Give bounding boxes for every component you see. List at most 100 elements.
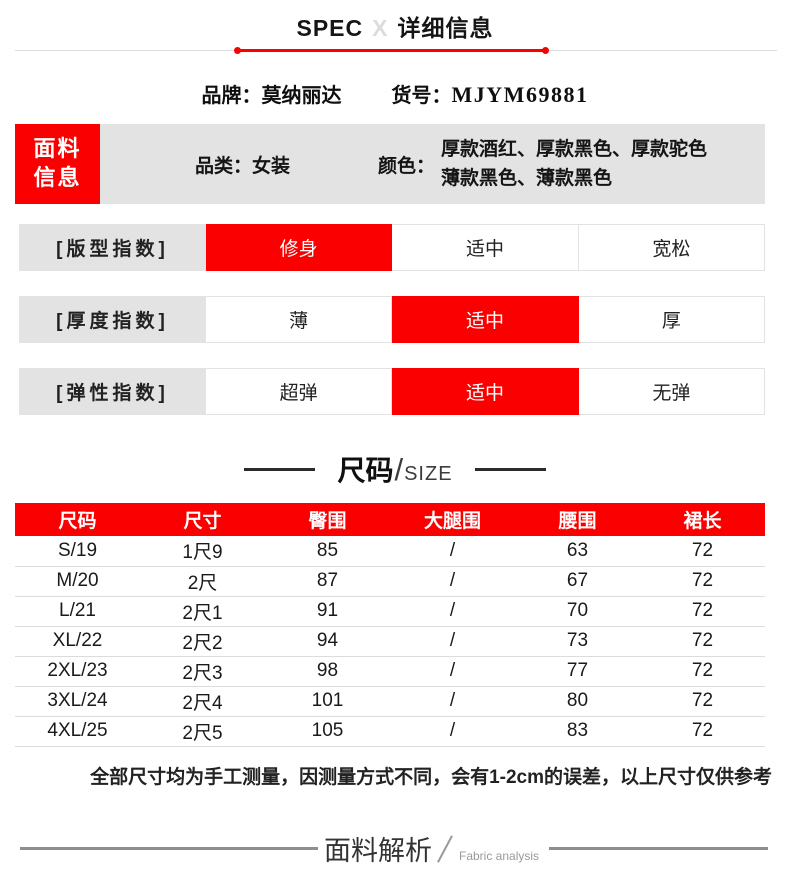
size-cell: 2XL/23 [15, 656, 140, 687]
title-x-divider: X [372, 15, 389, 41]
size-cell: / [390, 536, 515, 567]
index-option: 宽松 [578, 224, 765, 271]
color-line-2: 薄款黑色、薄款黑色 [441, 168, 613, 189]
heading-rule-left [244, 467, 316, 471]
size-cell: M/20 [15, 566, 140, 597]
index-option: 适中 [392, 224, 579, 271]
color-label: 颜色： [378, 155, 436, 177]
slash-divider [437, 834, 453, 863]
size-cell: 87 [265, 566, 390, 597]
index-option: 厚 [578, 296, 765, 343]
index-option: 超弹 [206, 368, 393, 415]
category-label: 品类： [195, 155, 253, 177]
size-cell: 72 [640, 656, 765, 687]
size-title-en: SIZE [404, 463, 453, 485]
size-cell: 2尺2 [140, 626, 265, 657]
index-option-selected: 适中 [392, 296, 579, 343]
size-cell: 72 [640, 716, 765, 747]
index-label-elasticity: [弹性指数] [19, 368, 206, 415]
size-cell: 73 [515, 626, 640, 657]
size-row: S/19 1尺9 85 / 63 72 [15, 536, 765, 567]
col-header-thigh: 大腿围 [390, 503, 515, 536]
size-table: 尺码 尺寸 臀围 大腿围 腰围 裙长 S/19 1尺9 85 / 63 72 M… [15, 503, 765, 747]
index-label-fit: [版型指数] [19, 224, 206, 271]
size-title-slash: / [394, 452, 404, 487]
fabric-tag-line2: 信息 [33, 165, 82, 190]
fabric-analysis-heading: 面料解析 Fabric analysis [0, 831, 790, 867]
index-row-thickness: [厚度指数] 薄 适中 厚 [19, 296, 765, 343]
size-title-cn: 尺码 [337, 455, 394, 486]
size-cell: 2尺 [140, 566, 265, 597]
color-line-1: 厚款酒红、厚款黑色、厚款驼色 [441, 138, 708, 160]
size-cell: 98 [265, 656, 390, 687]
fabric-info-section: 面料 信息 品类：女装 颜色： 厚款酒红、厚款黑色、厚款驼色 薄款黑色、薄款黑色 [15, 124, 765, 204]
index-section: [版型指数] 修身 适中 宽松 [厚度指数] 薄 适中 厚 [弹性指数] 超弹 … [0, 224, 790, 415]
title-underline [0, 47, 790, 54]
size-cell: / [390, 716, 515, 747]
col-header-waist: 腰围 [515, 503, 640, 536]
size-cell: / [390, 656, 515, 687]
size-cell: / [390, 626, 515, 657]
size-cell: 101 [265, 686, 390, 717]
size-cell: 63 [515, 536, 640, 567]
fabric-analysis-title-en: Fabric analysis [459, 848, 540, 863]
col-header-size: 尺码 [15, 503, 140, 536]
size-cell: 4XL/25 [15, 716, 140, 747]
color-values: 厚款酒红、厚款黑色、厚款驼色 薄款黑色、薄款黑色 [441, 135, 707, 194]
col-header-hip: 臀围 [265, 503, 390, 536]
brand-value: 莫纳丽达 [261, 85, 342, 107]
size-cell: XL/22 [15, 626, 140, 657]
size-cell: / [390, 686, 515, 717]
size-heading-text: 尺码 / SIZE [337, 449, 452, 489]
sku-field: 货号：MJYM69881 [392, 79, 589, 108]
size-cell: 2尺1 [140, 596, 265, 627]
fabric-info-bar: 品类：女装 颜色： 厚款酒红、厚款黑色、厚款驼色 薄款黑色、薄款黑色 [100, 124, 765, 204]
size-row: 4XL/25 2尺5 105 / 83 72 [15, 716, 765, 747]
index-option: 薄 [206, 296, 393, 343]
category-value: 女装 [252, 155, 291, 177]
size-table-header: 尺码 尺寸 臀围 大腿围 腰围 裙长 [15, 503, 765, 536]
size-row: M/20 2尺 87 / 67 72 [15, 566, 765, 597]
sku-label: 货号： [391, 85, 452, 107]
size-row: 3XL/24 2尺4 101 / 80 72 [15, 686, 765, 717]
size-row: XL/22 2尺2 94 / 73 72 [15, 626, 765, 657]
fabric-tag-line1: 面料 [33, 136, 82, 162]
page-title: SPEC X 详细信息 [0, 0, 790, 43]
size-cell: 85 [265, 536, 390, 567]
size-cell: L/21 [15, 596, 140, 627]
col-header-length: 裙长 [640, 503, 765, 536]
brand-row: 品牌：莫纳丽达 货号：MJYM69881 [0, 79, 790, 108]
size-table-body: S/19 1尺9 85 / 63 72 M/20 2尺 87 / 67 72 L… [15, 536, 765, 747]
size-cell: 77 [515, 656, 640, 687]
brand-label: 品牌： [201, 85, 262, 107]
category-field: 品类：女装 [195, 151, 290, 178]
size-cell: / [390, 596, 515, 627]
size-cell: 70 [515, 596, 640, 627]
size-cell: 2尺4 [140, 686, 265, 717]
measurement-note: 全部尺寸均为手工测量，因测量方式不同，会有1-2cm的误差，以上尺寸仅供参考 [90, 766, 772, 788]
index-option-selected: 适中 [392, 368, 579, 415]
index-label-thickness: [厚度指数] [19, 296, 206, 343]
size-cell: 2尺5 [140, 716, 265, 747]
title-spec-en: SPEC [296, 15, 364, 41]
sku-value: MJYM69881 [451, 82, 589, 107]
heading-rule-right [474, 467, 546, 471]
size-cell: 94 [265, 626, 390, 657]
footer-rule-left [20, 847, 318, 850]
size-cell: 72 [640, 596, 765, 627]
size-cell: 72 [640, 686, 765, 717]
size-cell: 91 [265, 596, 390, 627]
index-option: 无弹 [578, 368, 765, 415]
color-field: 颜色： 厚款酒红、厚款黑色、厚款驼色 薄款黑色、薄款黑色 [378, 135, 707, 194]
size-table-header-row: 尺码 尺寸 臀围 大腿围 腰围 裙长 [15, 503, 765, 536]
size-cell: 105 [265, 716, 390, 747]
size-cell: 72 [640, 566, 765, 597]
size-cell: S/19 [15, 536, 140, 567]
size-cell: 67 [515, 566, 640, 597]
size-cell: 3XL/24 [15, 686, 140, 717]
footer-rule-right [549, 847, 768, 850]
size-row: L/21 2尺1 91 / 70 72 [15, 596, 765, 627]
size-cell: 2尺3 [140, 656, 265, 687]
title-cn: 详细信息 [397, 15, 494, 41]
